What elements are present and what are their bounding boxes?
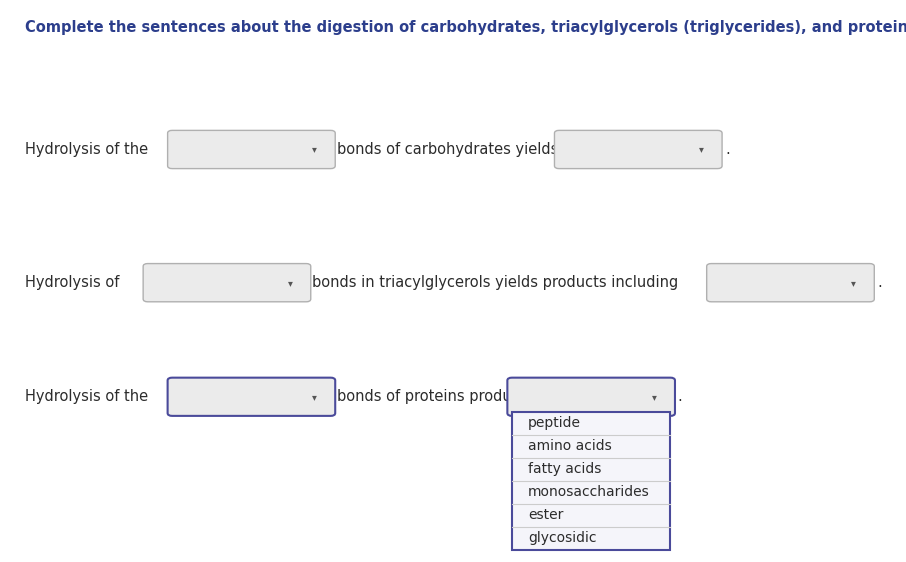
- Text: fatty acids: fatty acids: [528, 463, 602, 477]
- FancyBboxPatch shape: [143, 264, 311, 302]
- Text: ▾: ▾: [312, 144, 317, 155]
- Text: ▾: ▾: [312, 392, 317, 402]
- Text: ▾: ▾: [287, 278, 293, 288]
- Text: ▾: ▾: [851, 278, 856, 288]
- Text: ester: ester: [528, 508, 564, 522]
- FancyBboxPatch shape: [554, 130, 722, 169]
- Text: amino acids: amino acids: [528, 439, 612, 454]
- Text: bonds of carbohydrates yields: bonds of carbohydrates yields: [337, 142, 558, 157]
- Text: .: .: [678, 389, 682, 404]
- Text: Complete the sentences about the digestion of carbohydrates, triacylglycerols (t: Complete the sentences about the digesti…: [25, 20, 906, 35]
- Text: glycosidic: glycosidic: [528, 531, 597, 545]
- Text: bonds in triacylglycerols yields products including: bonds in triacylglycerols yields product…: [312, 275, 678, 290]
- Text: bonds of proteins produces: bonds of proteins produces: [337, 389, 536, 404]
- Text: Hydrolysis of the: Hydrolysis of the: [25, 142, 149, 157]
- Text: peptide: peptide: [528, 416, 581, 430]
- FancyBboxPatch shape: [168, 130, 335, 169]
- Text: Hydrolysis of: Hydrolysis of: [25, 275, 120, 290]
- Text: ▾: ▾: [699, 144, 704, 155]
- Text: monosaccharides: monosaccharides: [528, 485, 650, 499]
- Text: .: .: [877, 275, 882, 290]
- FancyBboxPatch shape: [512, 412, 670, 550]
- Text: .: .: [726, 142, 730, 157]
- FancyBboxPatch shape: [168, 378, 335, 416]
- Text: Hydrolysis of the: Hydrolysis of the: [25, 389, 149, 404]
- FancyBboxPatch shape: [507, 378, 675, 416]
- FancyBboxPatch shape: [707, 264, 874, 302]
- Text: ▾: ▾: [651, 392, 657, 402]
